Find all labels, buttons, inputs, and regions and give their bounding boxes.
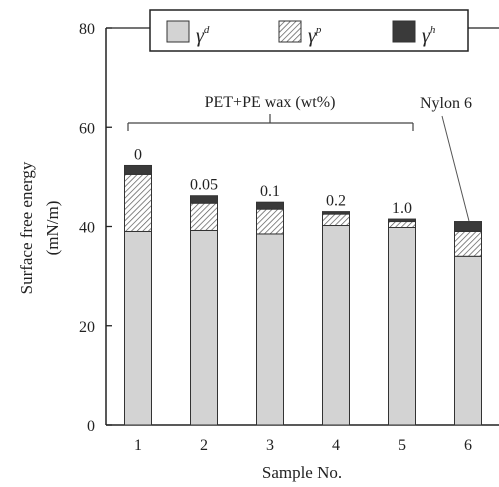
bar-segment-gamma-p xyxy=(454,230,482,257)
y-axis-label-line1: Surface free energy xyxy=(17,161,36,294)
legend-swatch-gamma-p xyxy=(278,20,302,43)
group-annotation: PET+PE wax (wt%) xyxy=(205,94,336,111)
bar-segment-gamma-p xyxy=(256,208,284,235)
callout-label: Nylon 6 xyxy=(420,95,472,112)
bar-segment-gamma-d xyxy=(388,226,416,426)
bar-value-label: 0.05 xyxy=(190,177,218,194)
bar-segment-gamma-h xyxy=(256,201,284,210)
legend-label-gamma-d: γd xyxy=(196,24,210,47)
bar-segment-gamma-h xyxy=(190,195,218,204)
legend-swatch-gamma-d xyxy=(166,20,190,43)
x-tick-label: 4 xyxy=(332,437,340,454)
bar-segment-gamma-p xyxy=(190,202,218,231)
bar-segment-gamma-h xyxy=(454,221,482,232)
bar-value-label: 0.2 xyxy=(326,193,346,210)
bar-segment-gamma-p xyxy=(124,173,152,232)
y-tick-label: 0 xyxy=(87,418,95,435)
y-ticks: 0 20 40 60 80 xyxy=(79,21,112,435)
y-tick-label: 80 xyxy=(79,21,95,38)
bar-labels: 0 0.05 0.1 0.2 1.0 xyxy=(134,146,412,217)
x-tick-label: 2 xyxy=(200,437,208,454)
legend-swatch-gamma-h xyxy=(392,20,416,43)
bar-segment-gamma-d xyxy=(454,255,482,426)
bars xyxy=(124,164,482,426)
bar-value-label: 0.1 xyxy=(260,183,280,200)
legend-label-gamma-p: γp xyxy=(308,24,322,47)
y-axis-label-line2: (mN/m) xyxy=(43,201,62,256)
callout-line xyxy=(441,115,470,222)
bar-segment-gamma-p xyxy=(388,221,416,228)
bar-segment-gamma-d xyxy=(256,233,284,426)
bar-segment-gamma-h xyxy=(388,218,416,223)
x-tick-label: 3 xyxy=(266,437,274,454)
legend-label-gamma-h: γh xyxy=(422,24,436,47)
x-axis-label: Sample No. xyxy=(262,463,342,482)
bar-value-label: 0 xyxy=(134,146,142,163)
x-tick-label: 5 xyxy=(398,437,406,454)
legend: γd γp γh xyxy=(149,9,469,52)
bar-segment-gamma-h xyxy=(124,164,152,175)
y-tick-label: 40 xyxy=(79,220,95,237)
group-bracket xyxy=(127,114,414,131)
bar-segment-gamma-d xyxy=(124,230,152,426)
bar-segment-gamma-d xyxy=(190,229,218,426)
bar-segment-gamma-h xyxy=(322,211,350,215)
x-tick-label: 1 xyxy=(134,437,142,454)
bar-segment-gamma-d xyxy=(322,225,350,426)
bar-segment-gamma-p xyxy=(322,213,350,227)
x-tick-label: 6 xyxy=(464,437,472,454)
y-tick-label: 60 xyxy=(79,120,95,137)
bar-value-label: 1.0 xyxy=(392,200,412,217)
y-tick-label: 20 xyxy=(79,319,95,336)
